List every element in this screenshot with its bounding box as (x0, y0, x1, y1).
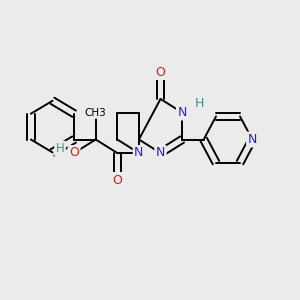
Text: O: O (69, 146, 79, 160)
Text: H: H (56, 142, 64, 155)
Text: O: O (156, 65, 165, 79)
Text: N: N (177, 106, 187, 119)
Text: H: H (195, 97, 204, 110)
Text: N: N (156, 146, 165, 160)
Text: N: N (248, 133, 257, 146)
Text: O: O (112, 173, 122, 187)
Text: CH3: CH3 (85, 107, 106, 118)
Text: N: N (134, 146, 144, 160)
